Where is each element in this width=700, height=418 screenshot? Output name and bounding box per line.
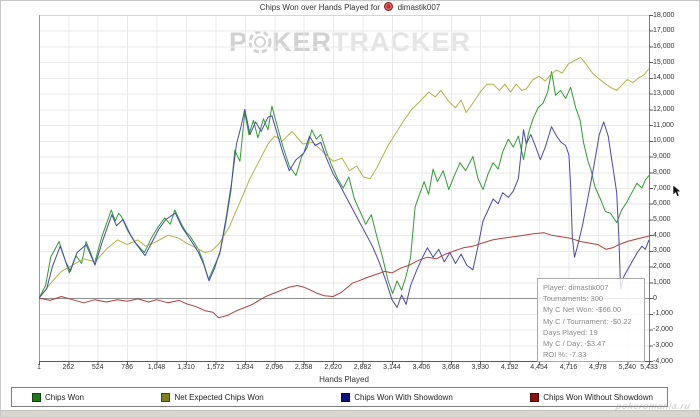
x-tick-label: 1,310 bbox=[177, 364, 195, 371]
pokertracker-watermark: P KERTRACKER bbox=[229, 28, 471, 56]
player-chip-icon bbox=[384, 2, 394, 11]
chart-title-text: Chips Won over Hands Played for bbox=[259, 3, 381, 12]
x-tick-label: 3,930 bbox=[471, 364, 489, 371]
series-line-chips-won bbox=[38, 71, 650, 299]
x-tick-label: 1 bbox=[37, 364, 41, 371]
x-tick-label: 2,096 bbox=[265, 364, 284, 371]
tooltip-row: ROI %: -7.33 bbox=[543, 350, 587, 360]
x-tick-label: 3,144 bbox=[383, 364, 401, 371]
x-tick-label: 2,358 bbox=[294, 364, 313, 371]
legend-swatch-icon bbox=[32, 392, 41, 402]
corner-watermark: pokeromania.ru bbox=[615, 401, 692, 411]
y-tick-label: 3,000 bbox=[653, 247, 671, 255]
y-tick-label: 11,000 bbox=[653, 121, 674, 129]
watermark-p: P bbox=[229, 27, 249, 57]
x-tick-label: 2,882 bbox=[353, 364, 372, 371]
y-tick-label: 6,000 bbox=[653, 200, 671, 208]
x-tick-label: 5,433 bbox=[640, 364, 658, 371]
x-tick-label: 3,406 bbox=[412, 364, 431, 371]
legend-label: Chips Won bbox=[45, 392, 84, 402]
x-axis-title: Hands Played bbox=[319, 375, 369, 384]
y-tick-label: 0 bbox=[653, 294, 657, 302]
x-tick-label: 262 bbox=[62, 364, 75, 371]
y-tick-label: -1,000 bbox=[653, 310, 673, 318]
x-tick-label: 1,048 bbox=[147, 364, 166, 371]
legend-swatch-icon bbox=[341, 392, 351, 402]
player-name: dimastik007 bbox=[397, 3, 441, 12]
series-line-net-expected-chips-won bbox=[38, 57, 650, 299]
legend-label: Chips Won Without Showdown bbox=[543, 392, 653, 402]
chart-legend: Chips Won Net Expected Chips Won Chips Won… bbox=[11, 387, 668, 407]
y-tick-label: 12,000 bbox=[653, 105, 675, 113]
x-tick-label: 524 bbox=[91, 364, 104, 371]
y-tick-label: 8,000 bbox=[653, 168, 671, 176]
series-line-chips-won-with-showdown bbox=[38, 108, 650, 308]
y-tick-label: 16,000 bbox=[653, 42, 675, 50]
hover-tooltip: Player: dimastik007 Tournaments: 300 My C … bbox=[537, 278, 645, 362]
x-tick-label: 1,572 bbox=[206, 364, 225, 371]
tooltip-row: Days Played: 19 bbox=[543, 327, 598, 337]
y-tick-label: 7,000 bbox=[653, 184, 671, 192]
y-tick-label: 18,000 bbox=[653, 11, 675, 19]
y-tick-label: -2,000 bbox=[653, 326, 673, 334]
y-tick-label: 17,000 bbox=[653, 27, 675, 35]
x-tick-label: 2,620 bbox=[324, 364, 342, 371]
y-tick-label: 15,000 bbox=[653, 58, 675, 66]
y-tick-label: 13,000 bbox=[653, 90, 675, 98]
x-tick-label: 4,192 bbox=[500, 364, 519, 371]
legend-label: Net Expected Chips Won bbox=[174, 392, 264, 402]
y-tick-label: 4,000 bbox=[653, 231, 671, 239]
tooltip-row: Tournaments: 300 bbox=[543, 294, 604, 304]
mouse-cursor-icon bbox=[672, 185, 682, 197]
y-tick-label: 5,000 bbox=[653, 215, 671, 223]
series-line-chips-won-without-showdown bbox=[38, 232, 650, 319]
tooltip-row: My C Net Won: -$66.00 bbox=[543, 305, 622, 315]
legend-item-chips-won-without-showdown: Chips Won Without Showdown bbox=[530, 392, 653, 402]
y-tick-label: -4,000 bbox=[653, 357, 673, 365]
legend-item-chips-won-with-showdown: Chips Won With Showdown bbox=[341, 392, 453, 402]
tooltip-row: Player: dimastik007 bbox=[543, 283, 609, 292]
y-tick-label: 14,000 bbox=[653, 74, 675, 82]
watermark-tracker: TRACKER bbox=[332, 27, 472, 57]
legend-swatch-icon bbox=[530, 392, 540, 402]
x-tick-label: 786 bbox=[121, 364, 133, 371]
x-tick-label: 5,240 bbox=[618, 364, 637, 371]
x-tick-label: 4,716 bbox=[559, 364, 578, 371]
y-tick-label: 10,000 bbox=[653, 137, 675, 145]
watermark-ker: KER bbox=[272, 27, 333, 57]
x-tick-label: 3,668 bbox=[442, 364, 460, 371]
legend-swatch-icon bbox=[161, 392, 171, 402]
legend-label: Chips Won With Showdown bbox=[354, 392, 453, 402]
y-tick-label: -3,000 bbox=[653, 341, 673, 349]
y-tick-label: 9,000 bbox=[653, 153, 671, 161]
x-tick-label: 1,834 bbox=[236, 364, 254, 371]
tooltip-row: My C / Day: -$3.47 bbox=[543, 339, 606, 349]
legend-item-chips-won: Chips Won bbox=[32, 392, 84, 402]
x-tick-label: 4,454 bbox=[530, 364, 548, 371]
y-tick-label: 1,000 bbox=[653, 278, 671, 286]
x-tick-label: 4,978 bbox=[589, 364, 607, 371]
y-tick-label: 2,000 bbox=[653, 263, 671, 271]
status-strip bbox=[1, 410, 699, 417]
legend-item-net-expected-chips-won: Net Expected Chips Won bbox=[161, 392, 264, 402]
tooltip-row: My C / Tournament: -$0.22 bbox=[543, 316, 632, 326]
chart-title: Chips Won over Hands Played for dimastik… bbox=[1, 2, 699, 14]
